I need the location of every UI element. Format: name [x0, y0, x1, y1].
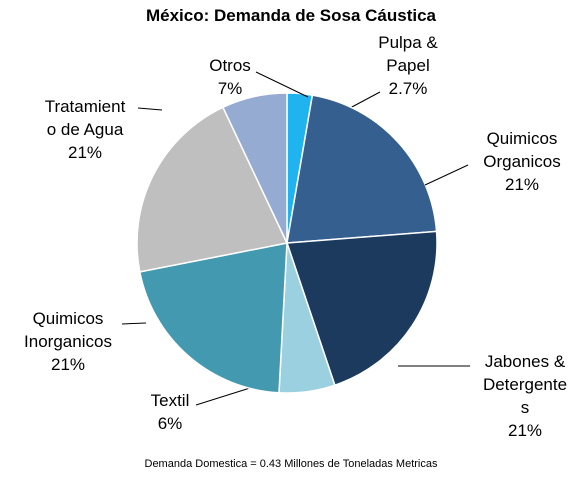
slice-label: Tratamient o de Agua	[44, 97, 126, 139]
slice-value-label: 21%	[67, 143, 103, 162]
footnote: Demanda Domestica = 0.43 Millones de Ton…	[144, 458, 438, 470]
slice-value-label: 21%	[50, 355, 86, 374]
slice-value-label: 2.7%	[388, 79, 428, 98]
slice-label: Textil	[150, 391, 190, 410]
slice-value-label: 7%	[217, 79, 243, 98]
chart-title: México: Demanda de Sosa Cáustica	[145, 6, 437, 25]
leader-line	[424, 164, 469, 186]
pie-slice	[285, 230, 438, 387]
pie-slice	[136, 106, 289, 273]
slice-value-label: 21%	[504, 175, 540, 194]
slice-label: Jabones & Detergente s	[482, 352, 568, 417]
slice-value-label: 21%	[507, 421, 543, 440]
pie-slice	[138, 242, 288, 394]
slice-label: Quimicos Inorganicos	[24, 309, 112, 351]
leader-line	[195, 387, 251, 406]
leader-line	[349, 91, 381, 109]
slice-label: Otros	[209, 56, 251, 75]
leader-line	[121, 322, 147, 325]
slice-value-label: 6%	[157, 414, 183, 433]
slice-label: Quimicos Organicos	[483, 129, 561, 171]
pie-slice	[286, 94, 438, 244]
pie-slice	[221, 92, 288, 244]
slice-label: Pulpa & Papel	[378, 33, 438, 75]
leader-line	[255, 71, 309, 98]
leader-line	[137, 107, 163, 111]
